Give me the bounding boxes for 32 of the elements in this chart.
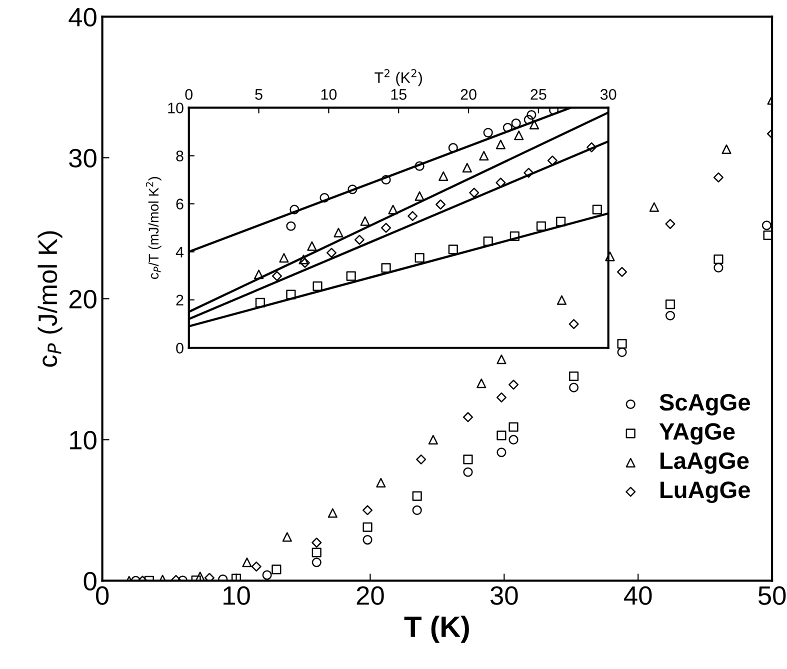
- y-tick-label: 0: [176, 342, 184, 354]
- y-axis-title: c$_{P}$ (J/mol K): [38, 231, 62, 367]
- x-tick-label: 10: [224, 586, 250, 605]
- x-axis-title: T (K): [404, 616, 469, 643]
- x-tick-label: 0: [96, 586, 109, 605]
- x-axis-title: T$^{2}$ (K$^{2}$): [374, 69, 422, 86]
- y-tick-label: 2: [176, 294, 184, 306]
- legend-label: YAgGe: [659, 423, 735, 445]
- y-axis-title: c$_{P}$/T (mJ/mol K$^{2}$): [146, 177, 162, 279]
- y-tick-label: 10: [168, 102, 184, 114]
- y-tick-label: 30: [69, 148, 96, 168]
- x-tick-label: 40: [624, 586, 652, 605]
- x-tick-label: 20: [460, 89, 476, 100]
- x-tick-label: 10: [321, 89, 337, 100]
- x-tick-label: 30: [490, 586, 518, 605]
- x-tick-label: 30: [600, 89, 616, 100]
- legend-label: ScAgGe: [660, 394, 750, 416]
- x-tick-label: 25: [530, 89, 546, 100]
- y-tick-label: 4: [176, 246, 184, 258]
- y-tick-label: 40: [68, 8, 96, 27]
- x-tick-label: 0: [185, 89, 193, 100]
- y-tick-label: 8: [176, 150, 184, 162]
- y-tick-label: 10: [70, 430, 96, 450]
- y-tick-label: 20: [69, 290, 96, 309]
- legend-label: LaAgGe: [660, 452, 749, 474]
- x-tick-label: 5: [255, 89, 262, 100]
- legend-label: LuAgGe: [660, 482, 750, 504]
- x-tick-label: 15: [391, 89, 406, 100]
- y-tick-label: 0: [84, 572, 96, 591]
- y-tick-label: 6: [176, 198, 184, 210]
- x-tick-label: 20: [356, 586, 384, 605]
- x-tick-label: 50: [758, 586, 786, 605]
